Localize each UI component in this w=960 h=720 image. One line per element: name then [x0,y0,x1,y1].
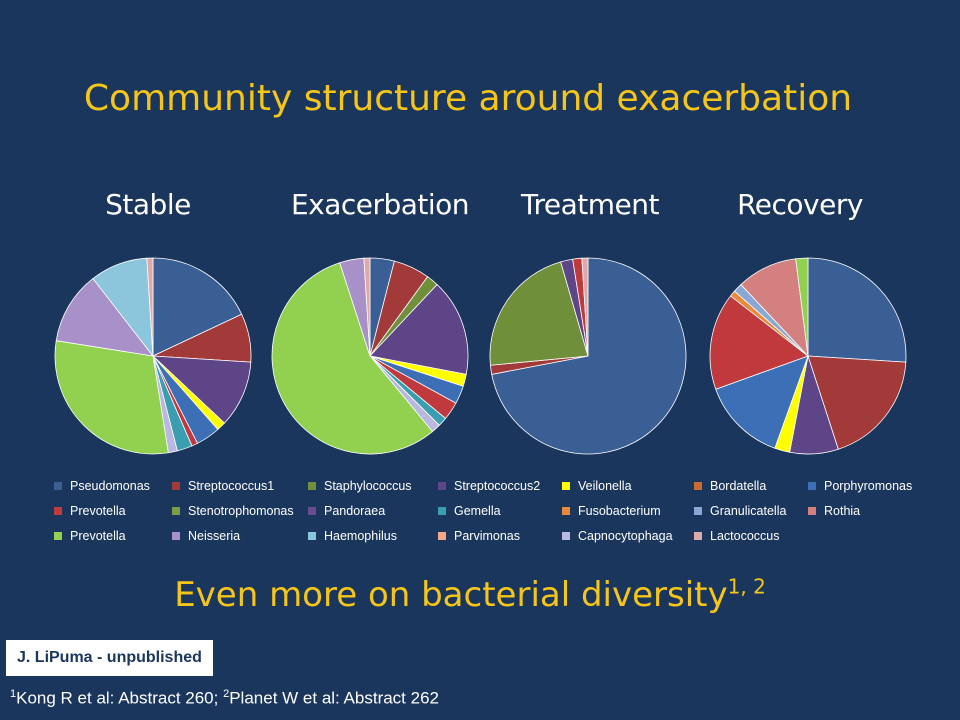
legend-item-parvimonas-17: Parvimonas [438,528,562,544]
pie-slice-stable-streptococcus2-2 [151,355,252,424]
legend-label: Parvimonas [454,529,520,543]
legend-item-lactococcus-19: Lactococcus [694,528,808,544]
legend-swatch [438,482,446,490]
legend-label: Capnocytophaga [578,529,673,543]
legend-item-capnocytophaga-18: Capnocytophaga [562,528,694,544]
legend-label: Pandoraea [324,504,386,518]
chart-legend: Pseudomonas Streptococcus1 Staphylococcus S… [54,478,934,544]
legend-label: Lactococcus [710,529,780,543]
legend-item-fusobacterium-11: Fusobacterium [562,503,694,519]
pie-title-stable: Stable [105,188,191,221]
pie-title-recovery: Recovery [737,188,863,221]
legend-swatch [438,532,446,540]
legend-item-haemophilus-16: Haemophilus [308,528,438,544]
pie-slice-exacerbation-prevotella-9 [271,262,434,455]
legend-swatch [308,532,316,540]
legend-swatch [694,532,702,540]
legend-swatch [694,482,702,490]
legend-item-porphyromonas-6: Porphyromonas [808,478,932,494]
legend-item-pseudomonas-0: Pseudomonas [54,478,172,494]
legend-label: Bordatella [710,479,767,493]
pie-title-treatment: Treatment [521,188,659,221]
subtitle-text: Even more on bacterial diversity [174,575,728,615]
legend-swatch [562,532,570,540]
legend-label: Granulicatella [710,504,787,518]
legend-label: Haemophilus [324,529,397,543]
pie-slice-stable-prevotella-8 [54,340,169,455]
pie-charts [54,257,907,455]
legend-swatch [308,507,316,515]
legend-swatch [808,482,816,490]
legend-item-streptococcus1-1: Streptococcus1 [172,478,308,494]
legend-swatch [562,482,570,490]
legend-item-neisseria-15: Neisseria [172,528,308,544]
legend-swatch [562,507,570,515]
legend-swatch [308,482,316,490]
pie-slice-recovery-prevotella-9 [795,257,809,357]
legend-label: Porphyromonas [824,479,913,493]
legend-swatch [54,532,62,540]
ref1-superscript: 1 [10,688,17,700]
legend-label: Pseudomonas [70,479,150,493]
legend-label: Neisseria [188,529,241,543]
legend-item-gemella-10: Gemella [438,503,562,519]
pie-slice-stable-lactococcus-11 [146,257,154,357]
pie-slice-recovery-pseudomonas-0 [807,257,907,363]
legend-item-pandoraea-9: Pandoraea [308,503,438,519]
legend-swatch [694,507,702,515]
legend-swatch [808,507,816,515]
legend-item-granulicatella-12: Granulicatella [694,503,808,519]
pie-title-exacerbation: Exacerbation [290,188,470,221]
legend-label: Veilonella [578,479,632,493]
legend-label: Prevotella [70,529,126,543]
ref2-text: Planet W et al: Abstract 262 [229,688,439,708]
pie-slice-treatment-pseudomonas-0 [491,257,687,455]
pie-slice-exacerbation-lactococcus-11 [363,257,371,357]
legend-label: Stenotrophomonas [188,504,294,518]
references: 1Kong R et al: Abstract 260; 2Planet W e… [10,688,439,709]
slide-title: Community structure around exacerbation [83,78,853,119]
legend-item-stenotrophomonas-8: Stenotrophomonas [172,503,308,519]
legend-swatch [172,482,180,490]
ref1-text: Kong R et al: Abstract 260; [16,688,224,708]
pie-slice-recovery-prevotella-5 [709,295,809,390]
legend-swatch [54,507,62,515]
legend-swatch [438,507,446,515]
legend-item-bordatella-5: Bordatella [694,478,808,494]
legend-label: Gemella [454,504,501,518]
legend-label: Prevotella [70,504,126,518]
pie-slice-exacerbation-streptococcus2-3 [369,283,469,375]
legend-item-prevotella-14: Prevotella [54,528,172,544]
credit-box: J. LiPuma - unpublished [6,640,213,676]
slide-subtitle: Even more on bacterial diversity1, 2 [0,575,940,615]
pie-slice-treatment-staphylococcus-2 [489,261,589,366]
pie-slice-recovery-porphyromonas-4 [715,355,809,449]
legend-item-staphylococcus-2: Staphylococcus [308,478,438,494]
legend-label: Streptococcus2 [454,479,541,493]
legend-label: Streptococcus1 [188,479,275,493]
legend-label: Staphylococcus [324,479,412,493]
legend-item-streptococcus2-3: Streptococcus2 [438,478,562,494]
pie-slice-treatment-lactococcus-5 [581,257,589,357]
legend-swatch [172,532,180,540]
ref2-superscript: 2 [223,688,230,700]
pie-slice-stable-pseudomonas-0 [152,257,243,357]
pie-slice-stable-neisseria-9 [55,277,154,357]
legend-label: Fusobacterium [578,504,661,518]
legend-item-rothia-13: Rothia [808,503,932,519]
legend-item-prevotella-7: Prevotella [54,503,172,519]
pie-slice-recovery-streptococcus1-1 [807,355,907,450]
legend-swatch [54,482,62,490]
legend-item-veilonella-4: Veilonella [562,478,694,494]
subtitle-superscript: 1, 2 [727,574,766,599]
legend-swatch [172,507,180,515]
legend-label: Rothia [824,504,861,518]
